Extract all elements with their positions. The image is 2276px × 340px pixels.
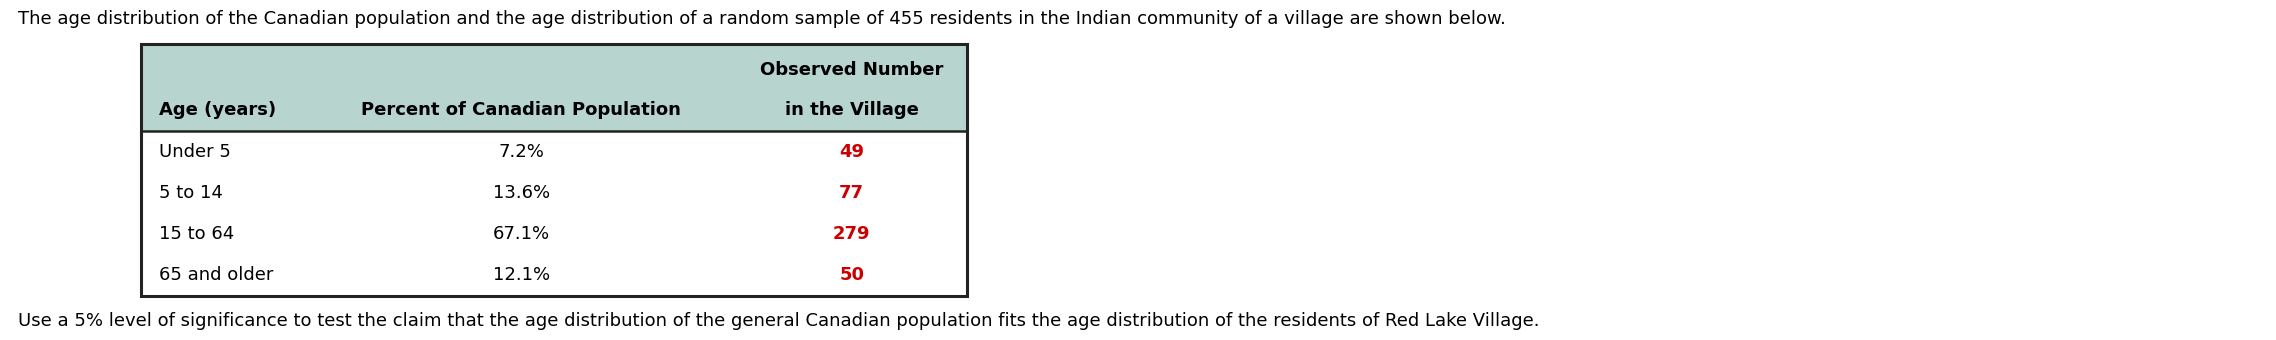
Text: Under 5: Under 5 [159,142,232,160]
Text: Use a 5% level of significance to test the claim that the age distribution of th: Use a 5% level of significance to test t… [18,312,1539,330]
Text: in the Village: in the Village [785,101,920,119]
Text: 49: 49 [840,142,865,160]
Text: 7.2%: 7.2% [498,142,544,160]
Text: 50: 50 [840,266,865,284]
Bar [141,44,967,296]
Bar [141,44,967,131]
Text: Age (years): Age (years) [159,101,275,119]
Text: 15 to 64: 15 to 64 [159,225,234,243]
Text: The age distribution of the Canadian population and the age distribution of a ra: The age distribution of the Canadian pop… [18,10,1507,28]
Text: 5 to 14: 5 to 14 [159,184,223,202]
Text: 67.1%: 67.1% [492,225,551,243]
Text: Percent of Canadian Population: Percent of Canadian Population [362,101,681,119]
Text: 12.1%: 12.1% [492,266,551,284]
Text: 77: 77 [840,184,865,202]
Text: 279: 279 [833,225,869,243]
Text: 13.6%: 13.6% [492,184,551,202]
Text: 65 and older: 65 and older [159,266,273,284]
Text: Observed Number: Observed Number [760,61,942,79]
